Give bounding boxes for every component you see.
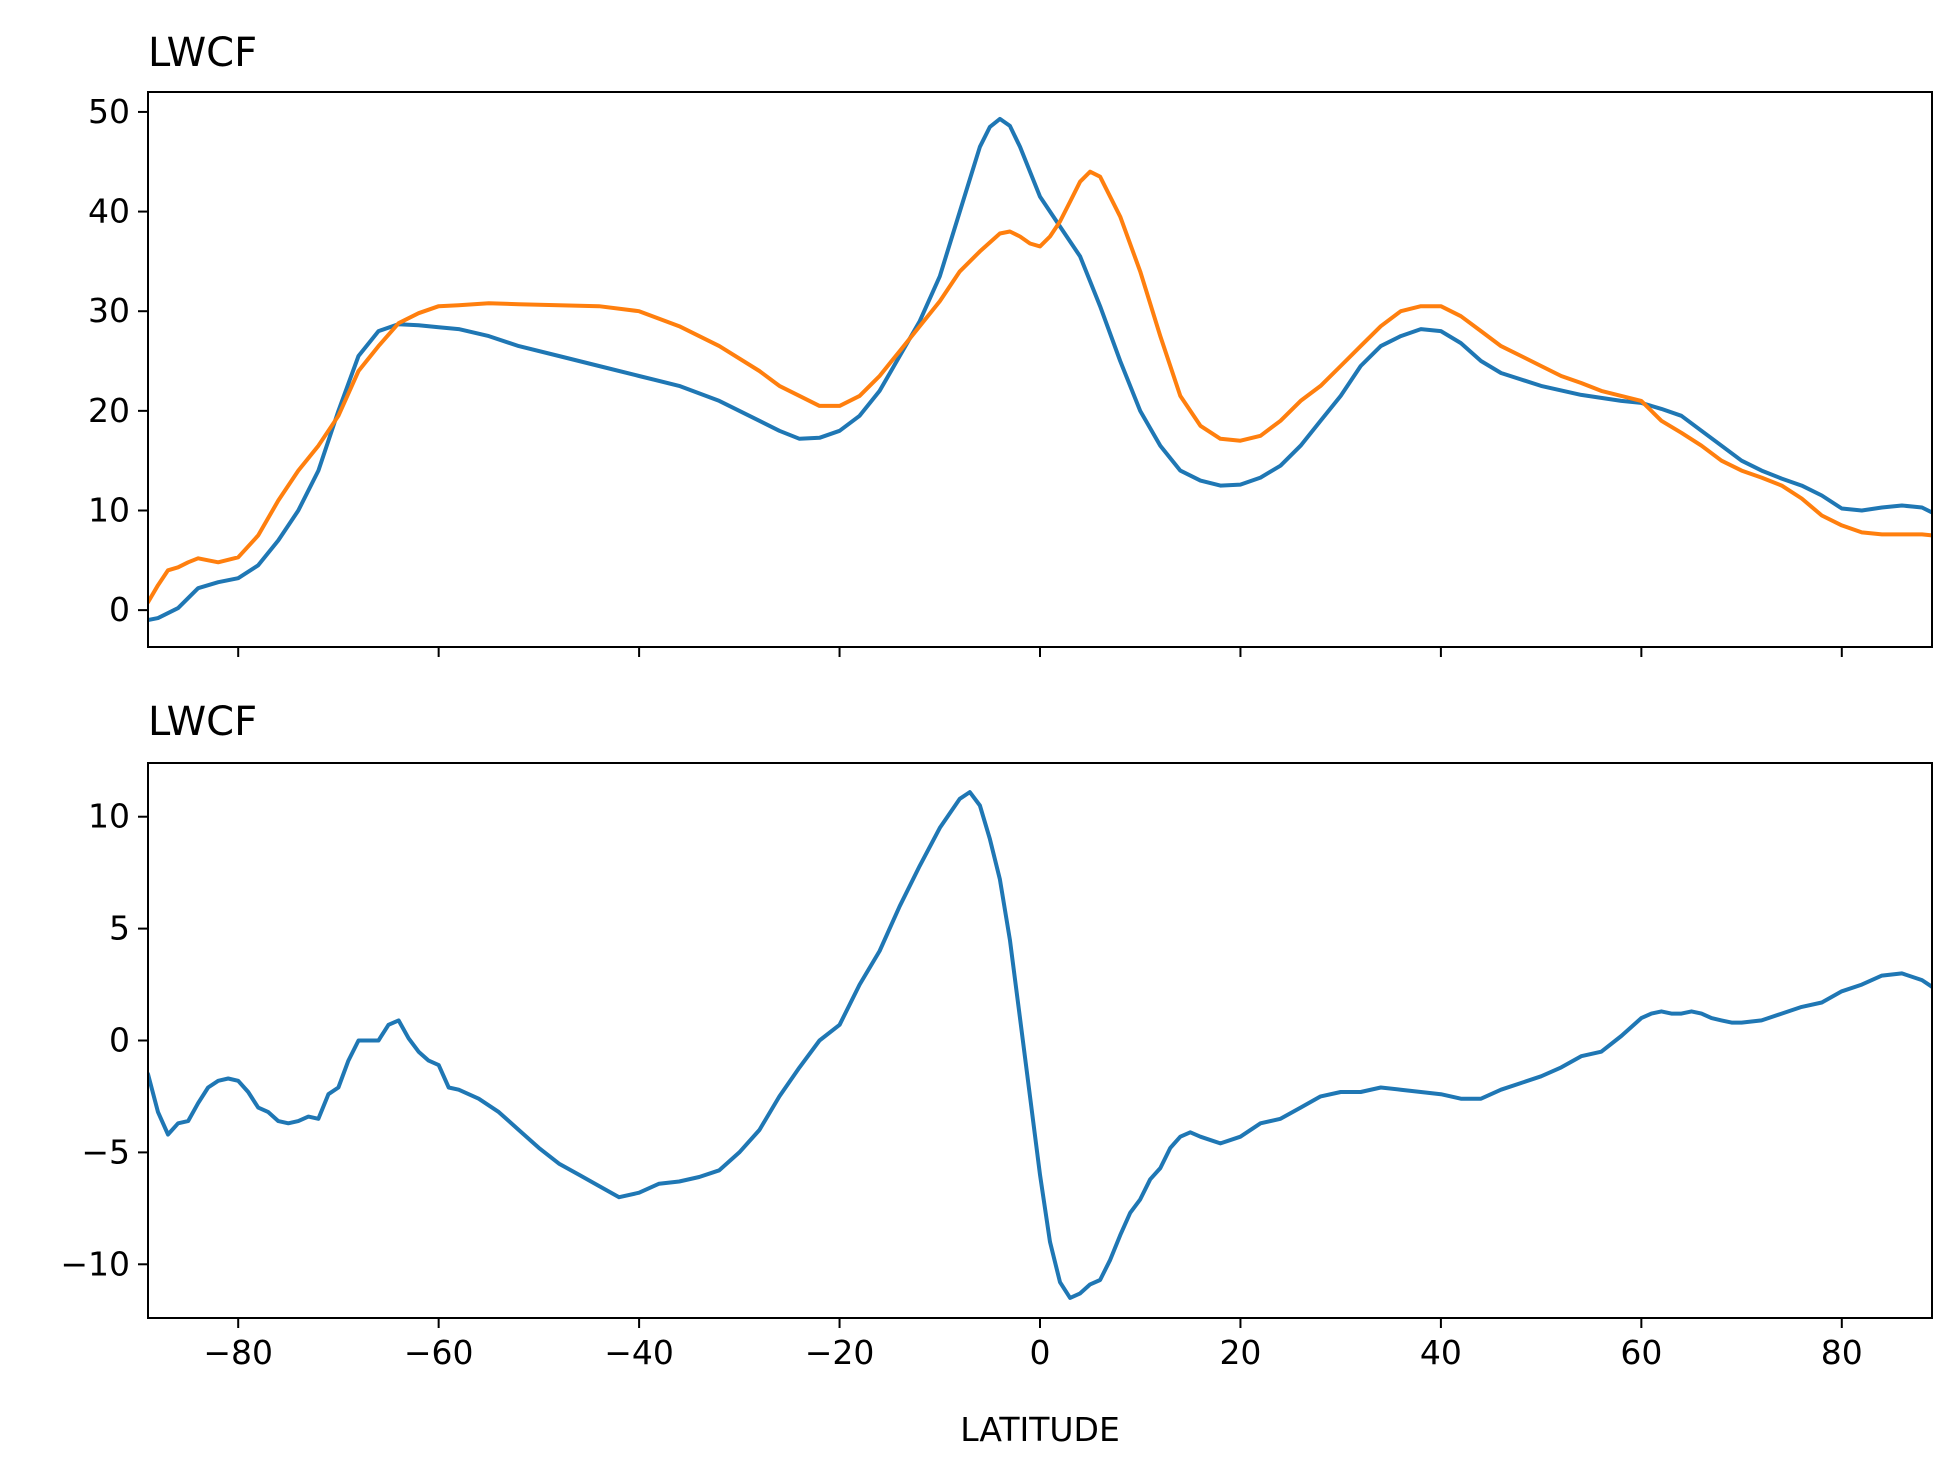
bottom-series-line-1: [148, 790, 1932, 1300]
bottom-x-tick-label: 60: [1620, 1333, 1662, 1372]
bottom-y-tick-label: 0: [109, 1021, 130, 1060]
top-y-tick-label: 40: [88, 192, 130, 231]
bottom-plot-frame: [147, 762, 1933, 1319]
bottom-x-tick-label: −40: [604, 1333, 674, 1372]
bottom-x-tick-label: −80: [203, 1333, 273, 1372]
top-y-tick-label: 10: [88, 490, 130, 529]
top-axes: 0 10 20 30 40 50: [88, 92, 1843, 657]
bottom-axes: −80 −60 −40 −20 0 20 40 60 80 −10 −5 0 5 10: [60, 797, 1862, 1372]
bottom-panel-title: LWCF: [148, 699, 257, 745]
top-y-tick-label: 30: [88, 291, 130, 330]
bottom-x-tick-label: 0: [1030, 1333, 1051, 1372]
top-panel-title: LWCF: [148, 30, 257, 76]
bottom-y-tick-label: −10: [60, 1244, 130, 1283]
bottom-x-tick-label: 20: [1219, 1333, 1261, 1372]
top-series-line-2: [148, 169, 1932, 605]
top-y-tick-label: 0: [109, 590, 130, 629]
bottom-x-tick-label: −20: [805, 1333, 875, 1372]
bottom-series-group: [148, 790, 1932, 1300]
bottom-x-tick-label: −60: [404, 1333, 474, 1372]
bottom-panel: LWCF −80 −60 −40 −20 0 20 40 60 80 −10 −5 0 5 10 LATI…: [60, 699, 1933, 1449]
bottom-y-tick-label: −5: [81, 1132, 130, 1171]
bottom-y-tick-label: 10: [88, 797, 130, 836]
top-plot-frame: [147, 91, 1933, 648]
top-series-line-1: [148, 116, 1932, 623]
top-series-group: [148, 116, 1932, 623]
x-axis-label: LATITUDE: [960, 1410, 1120, 1449]
bottom-y-tick-label: 5: [109, 909, 130, 948]
bottom-x-tick-label: 80: [1821, 1333, 1863, 1372]
bottom-x-tick-label: 40: [1420, 1333, 1462, 1372]
top-y-tick-label: 50: [88, 92, 130, 131]
top-y-tick-label: 20: [88, 391, 130, 430]
top-panel: LWCF 0 10 20 30 40 50: [88, 30, 1933, 657]
